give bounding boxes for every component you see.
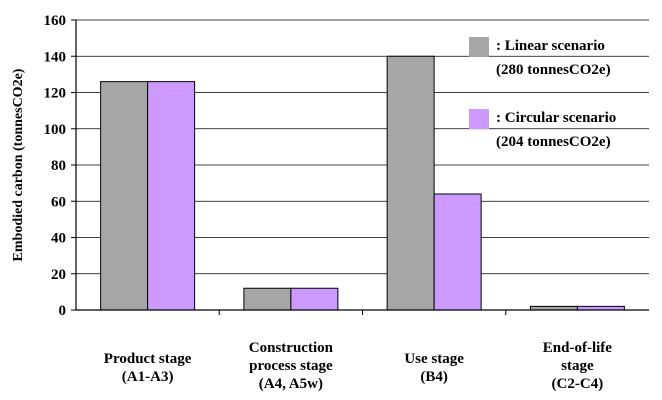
x-category-label: Product stage (A1-A3) — [104, 351, 192, 385]
x-category-label: Use stage (B4) — [404, 351, 464, 385]
y-tick-label: 100 — [44, 122, 67, 138]
y-tick-label: 40 — [51, 231, 66, 247]
x-category-label-line: End-of-life — [543, 340, 613, 356]
x-category-label: Construction process stage (A4, A5w) — [249, 340, 334, 392]
y-tick-label: 20 — [51, 267, 66, 283]
y-tick-label: 0 — [59, 303, 67, 319]
x-category-label-line: Product stage — [104, 351, 192, 367]
x-category-labels: Product stage (A1-A3) Construction process … — [104, 340, 612, 392]
x-category-label-line: (A4, A5w) — [259, 376, 323, 392]
legend-swatch-circular — [469, 109, 489, 129]
bar-linear-1 — [100, 81, 149, 311]
x-category-label-line: (C2-C4) — [552, 376, 604, 392]
bar-circular-1 — [147, 81, 196, 311]
x-category-label: End-of-life stage (C2-C4) — [543, 340, 613, 392]
y-tick-label: 160 — [44, 13, 67, 29]
legend: : Linear scenario (280 tonnesCO2e) : Circu… — [469, 37, 616, 150]
x-category-label-line: process stage — [249, 358, 333, 374]
bar-circular-2 — [290, 287, 339, 311]
y-axis-title: Embodied carbon (tonnesCO2e) — [11, 68, 26, 261]
y-tick-label: 120 — [44, 86, 67, 102]
bars — [100, 55, 625, 311]
axes — [71, 19, 649, 315]
x-category-label-line: Use stage — [404, 351, 464, 367]
legend-swatch-linear — [469, 37, 489, 57]
x-category-label-line: (A1-A3) — [122, 369, 174, 385]
y-tick-labels: 0 20 40 60 80 100 120 140 160 — [44, 13, 67, 319]
legend-sublabel: (280 tonnesCO2e) — [496, 62, 611, 78]
x-category-label-line: (B4) — [420, 369, 448, 385]
y-tick-label: 140 — [44, 49, 67, 65]
y-tick-label: 60 — [51, 194, 66, 210]
x-category-label-line: stage — [561, 358, 594, 374]
bar-linear-3 — [386, 55, 435, 311]
legend-sublabel: (204 tonnesCO2e) — [496, 134, 611, 150]
bar-circular-3 — [433, 193, 482, 311]
bar-linear-2 — [243, 287, 292, 311]
x-category-label-line: Construction — [249, 340, 334, 356]
legend-label: : Circular scenario — [496, 110, 616, 126]
y-tick-label: 80 — [51, 158, 66, 174]
legend-label: : Linear scenario — [496, 38, 605, 54]
